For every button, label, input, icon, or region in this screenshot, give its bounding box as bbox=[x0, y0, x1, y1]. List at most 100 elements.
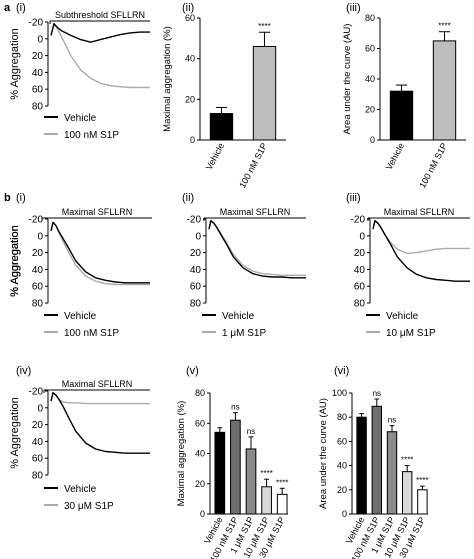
legend-label: Vehicle bbox=[222, 311, 255, 322]
panel-label: (vi) bbox=[334, 365, 349, 377]
chart-panels: Subthreshold SFLLRN -20 0 20 40 60 80 % Aggrega… bbox=[9, 10, 470, 559]
y-tick-label: 80 bbox=[32, 299, 44, 310]
y-axis-label: % Aggregation bbox=[9, 225, 21, 297]
y-axis-label: % Aggregation bbox=[9, 28, 21, 100]
panel-label: (i) bbox=[16, 192, 26, 204]
legend-label: Vehicle bbox=[64, 311, 97, 322]
y-axis-label: Area under the curve (AU) bbox=[318, 398, 329, 509]
bar bbox=[252, 45, 277, 141]
y-tick-label: 20 bbox=[190, 248, 202, 259]
y-tick-label: 20 bbox=[32, 420, 44, 431]
y-tick-label: 80 bbox=[195, 388, 205, 398]
stimulus-label: Maximal SFLLRN bbox=[62, 379, 133, 389]
y-tick-label: 20 bbox=[365, 105, 375, 115]
series-line bbox=[208, 220, 306, 279]
y-tick-label: 80 bbox=[32, 102, 44, 113]
significance-label: **** bbox=[276, 478, 288, 487]
significance-label: **** bbox=[401, 456, 413, 465]
y-tick-label: 0 bbox=[190, 135, 195, 145]
stimulus-label: Maximal SFLLRN bbox=[220, 207, 291, 217]
y-tick-label: 0 bbox=[342, 509, 347, 519]
y-tick-label: 20 bbox=[185, 94, 195, 104]
x-tick-label: Vehicle bbox=[384, 141, 406, 171]
bar bbox=[230, 419, 241, 515]
y-tick-label: 60 bbox=[365, 44, 375, 54]
y-tick-label: 100 bbox=[332, 388, 347, 398]
x-tick-label: Vehicle bbox=[204, 141, 226, 171]
y-tick-label: 60 bbox=[190, 282, 202, 293]
series-line bbox=[50, 221, 150, 284]
panel-label: (ii) bbox=[182, 192, 194, 204]
y-tick-label: 0 bbox=[195, 231, 201, 242]
x-tick-label: 100 nM S1P bbox=[237, 141, 269, 189]
legend-label: 30 μM S1P bbox=[64, 501, 114, 512]
bar bbox=[261, 486, 272, 515]
significance-label: **** bbox=[260, 469, 272, 478]
y-tick-label: 40 bbox=[190, 265, 202, 276]
y-axis-label: % Aggregation bbox=[9, 397, 21, 469]
bar bbox=[432, 40, 457, 141]
x-tick-label: 100 nM S1P bbox=[417, 141, 449, 189]
significance-label: ns bbox=[247, 427, 255, 436]
stimulus-label: Maximal SFLLRN bbox=[384, 207, 455, 217]
legend-label: Vehicle bbox=[64, 113, 97, 124]
bar bbox=[276, 493, 288, 515]
y-tick-label: 40 bbox=[354, 265, 366, 276]
y-tick-label: -20 bbox=[351, 215, 366, 226]
significance-label: ns bbox=[388, 416, 396, 425]
stimulus-label: Subthreshold SFLLRN bbox=[55, 10, 145, 20]
y-tick-label: 60 bbox=[32, 454, 44, 465]
legend-label: Vehicle bbox=[64, 484, 97, 495]
series-line bbox=[50, 221, 150, 286]
y-tick-label: -20 bbox=[29, 215, 44, 226]
y-tick-label: 80 bbox=[337, 412, 347, 422]
series-line bbox=[372, 220, 470, 282]
significance-label: **** bbox=[258, 22, 270, 31]
series-line bbox=[208, 220, 306, 276]
y-tick-label: 20 bbox=[354, 248, 366, 259]
legend-label: 1 μM S1P bbox=[222, 328, 266, 339]
y-tick-label: -20 bbox=[29, 18, 44, 29]
y-tick-label: 60 bbox=[185, 13, 195, 23]
bar bbox=[389, 90, 414, 141]
legend-label: Vehicle bbox=[386, 311, 419, 322]
bar bbox=[245, 448, 257, 515]
y-tick-label: -20 bbox=[187, 215, 202, 226]
significance-label: **** bbox=[416, 476, 428, 485]
section-a-letter: a (i) bbox=[4, 2, 26, 14]
y-tick-label: 0 bbox=[37, 403, 43, 414]
y-tick-label: 80 bbox=[365, 13, 375, 23]
y-tick-label: 60 bbox=[337, 436, 347, 446]
significance-label: **** bbox=[438, 22, 450, 31]
y-tick-label: 60 bbox=[195, 418, 205, 428]
series-line bbox=[50, 23, 150, 43]
y-axis-label: % Aggregation bbox=[9, 225, 21, 297]
bar bbox=[214, 431, 226, 515]
y-tick-label: 0 bbox=[370, 135, 375, 145]
y-tick-label: 40 bbox=[185, 54, 195, 64]
y-tick-label: 40 bbox=[32, 68, 44, 79]
series-line bbox=[50, 392, 150, 454]
y-tick-label: 0 bbox=[37, 34, 43, 45]
bar bbox=[371, 405, 383, 515]
panel-label: (ii) bbox=[182, 2, 194, 14]
section-letter: a bbox=[4, 2, 11, 14]
series-line bbox=[50, 392, 150, 405]
y-tick-label: 20 bbox=[195, 479, 205, 489]
y-tick-label: 40 bbox=[365, 74, 375, 84]
y-axis-label: Area under the curve (AU) bbox=[342, 24, 353, 135]
stimulus-label: Maximal SFLLRN bbox=[62, 207, 133, 217]
bar bbox=[356, 416, 367, 515]
panel-label: (iii) bbox=[346, 192, 361, 204]
panel-label: (i) bbox=[16, 2, 26, 14]
y-tick-label: 0 bbox=[37, 231, 43, 242]
legend-label: 100 nM S1P bbox=[64, 130, 119, 141]
y-tick-label: 40 bbox=[32, 265, 44, 276]
panel-label: (iii) bbox=[346, 2, 361, 14]
y-tick-label: 20 bbox=[337, 485, 347, 495]
panel-label: (v) bbox=[186, 365, 199, 377]
series-line bbox=[50, 23, 150, 89]
series-line bbox=[372, 220, 470, 255]
y-tick-label: 20 bbox=[32, 51, 44, 62]
